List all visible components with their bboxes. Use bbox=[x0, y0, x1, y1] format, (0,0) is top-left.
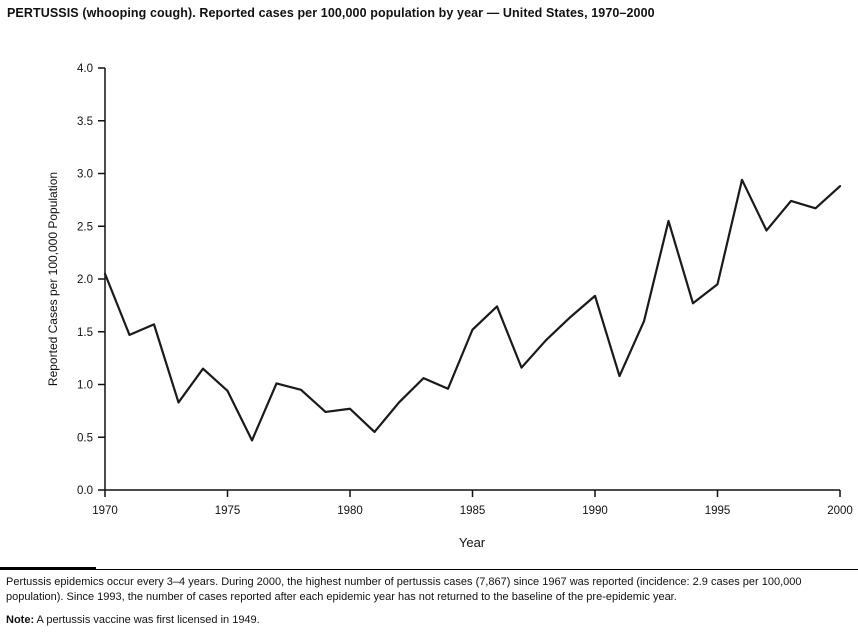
svg-text:1.5: 1.5 bbox=[77, 327, 93, 339]
svg-text:2.0: 2.0 bbox=[77, 274, 93, 286]
axes: 0.0 0.5 1.0 1.5 2.0 2.5 3.0 3.5 4.0 1970 1975 1980 1… bbox=[77, 63, 853, 517]
svg-text:0.0: 0.0 bbox=[77, 485, 93, 497]
footer-accent-bar bbox=[0, 567, 96, 570]
x-axis-label: Year bbox=[459, 535, 486, 550]
svg-text:2.5: 2.5 bbox=[77, 221, 93, 233]
footnote-paragraph: Pertussis epidemics occur every 3–4 year… bbox=[6, 576, 802, 603]
svg-text:1975: 1975 bbox=[215, 505, 241, 517]
chart-title: PERTUSSIS (whooping cough). Reported cas… bbox=[7, 6, 655, 20]
svg-text:3.0: 3.0 bbox=[77, 169, 93, 181]
svg-text:1985: 1985 bbox=[460, 505, 486, 517]
pertussis-line-chart: 0.0 0.5 1.0 1.5 2.0 2.5 3.0 3.5 4.0 1970 1975 1980 1… bbox=[46, 63, 853, 550]
footnote-section: Pertussis epidemics occur every 3–4 year… bbox=[0, 569, 858, 628]
svg-text:0.5: 0.5 bbox=[77, 432, 93, 444]
note-label: Note: bbox=[6, 614, 35, 627]
svg-text:2000: 2000 bbox=[827, 505, 853, 517]
svg-text:1990: 1990 bbox=[582, 505, 608, 517]
svg-text:1970: 1970 bbox=[92, 505, 118, 517]
svg-text:1980: 1980 bbox=[337, 505, 363, 517]
vaccine-note: Note: A pertussis vaccine was first lice… bbox=[6, 613, 852, 628]
note-text: A pertussis vaccine was first licensed i… bbox=[34, 614, 260, 627]
cases-series-line bbox=[103, 178, 842, 442]
data-series bbox=[103, 178, 842, 442]
svg-text:1995: 1995 bbox=[705, 505, 731, 517]
svg-text:4.0: 4.0 bbox=[77, 63, 93, 75]
svg-text:1.0: 1.0 bbox=[77, 380, 93, 392]
y-axis-label: Reported Cases per 100,000 Population bbox=[46, 172, 60, 386]
footnote-divider bbox=[0, 569, 858, 570]
svg-text:3.5: 3.5 bbox=[77, 116, 93, 128]
